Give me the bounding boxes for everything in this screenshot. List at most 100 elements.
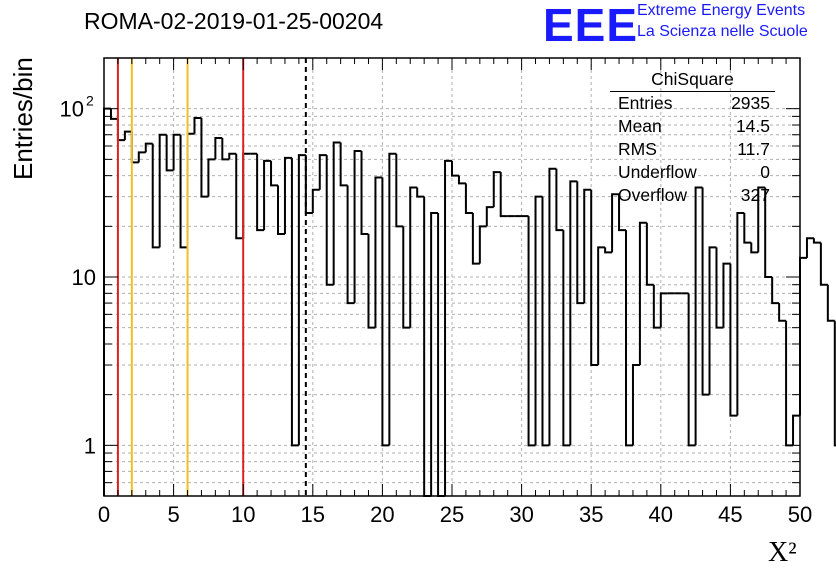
brand-tagline-2: La Scienza nelle Scuole (637, 23, 808, 40)
histogram-bin (631, 364, 640, 446)
histogram-bin (444, 159, 452, 496)
histogram-bin (785, 320, 794, 447)
histogram-bin (541, 196, 550, 447)
histogram-bin (771, 277, 780, 305)
histogram-bin (270, 160, 278, 187)
histogram-bin (381, 177, 390, 447)
histogram-bin (144, 142, 153, 153)
histogram-bin (492, 171, 501, 208)
histogram-bin (826, 284, 835, 322)
x-tick-label: 30 (509, 502, 533, 527)
histogram-bin (694, 186, 703, 446)
histogram-bin (534, 195, 543, 446)
histogram-bin (430, 212, 439, 496)
histogram-bin (555, 168, 564, 232)
histogram-bin (332, 141, 341, 285)
histogram-bin (478, 225, 487, 264)
histogram-bin (116, 118, 125, 142)
histogram-bin (457, 175, 466, 185)
histogram-bin (729, 263, 738, 417)
histogram-bin (499, 172, 508, 218)
histogram-bin (527, 216, 536, 447)
histogram-bin (290, 157, 299, 447)
histogram-bin (485, 206, 494, 227)
stats-row: Mean 14.5 (610, 115, 775, 138)
histogram-bin (604, 247, 613, 254)
histogram-bin (374, 176, 383, 328)
stats-value: 327 (740, 185, 770, 205)
stats-value: 11.7 (737, 139, 770, 159)
stats-row: Underflow 0 (610, 161, 775, 184)
stats-value: 0 (760, 162, 770, 182)
histogram-bin (346, 185, 355, 305)
stats-row: RMS 11.7 (610, 138, 775, 161)
histogram-bin (395, 153, 404, 228)
histogram-bin (722, 262, 731, 328)
stats-row: Overflow 327 (610, 184, 775, 207)
stats-label: RMS (618, 139, 657, 159)
histogram-bin (242, 152, 251, 239)
histogram-bin (750, 242, 759, 254)
histogram-bin (464, 183, 473, 214)
histogram-bin (471, 213, 480, 265)
histogram-bin (137, 151, 146, 163)
histogram-bin (569, 180, 578, 446)
histogram-bin (277, 185, 285, 236)
y-tick-exponent: 2 (86, 93, 94, 109)
histogram-bin (256, 153, 265, 232)
histogram-bin (645, 222, 654, 286)
histogram-bin (562, 230, 571, 447)
histogram-bin (388, 152, 397, 446)
histogram-bin (708, 246, 717, 395)
histogram-bin (283, 156, 292, 235)
stats-row: Entries 2935 (610, 92, 775, 115)
histogram-bin (214, 136, 223, 160)
histogram-bin (638, 221, 647, 366)
histogram-bin (304, 155, 313, 214)
histogram-bin (764, 187, 773, 278)
histogram-bin (833, 320, 836, 447)
histogram-bin (318, 154, 327, 190)
histogram-bin (109, 108, 118, 120)
y-tick-label: 10 (60, 97, 84, 122)
histogram-bin (367, 234, 376, 329)
x-tick-label: 15 (301, 502, 325, 527)
x-tick-label: 5 (167, 502, 179, 527)
histogram-bin (130, 131, 139, 164)
histogram-bin (339, 142, 348, 187)
x-tick-label: 50 (788, 502, 812, 527)
eee-logo: EEE (543, 0, 639, 51)
histogram-bin (103, 107, 111, 496)
histogram-bin (590, 189, 599, 367)
histogram-bin (812, 238, 821, 244)
histogram-bin (819, 242, 828, 286)
histogram-bin (805, 237, 814, 258)
histogram-bin (221, 137, 230, 161)
histogram-bin (416, 187, 425, 198)
histogram-bin (757, 186, 766, 253)
x-tick-label: 45 (718, 502, 742, 527)
x-tick-label: 20 (370, 502, 394, 527)
histogram-bin (625, 230, 633, 447)
histogram-bin (325, 155, 334, 286)
histogram-bin (353, 150, 362, 304)
histogram-bin (715, 247, 724, 329)
histogram-bin (652, 284, 661, 329)
histogram-bin (701, 187, 710, 396)
histogram-bin (437, 213, 446, 497)
histogram-bin (235, 153, 244, 240)
stats-label: Underflow (618, 162, 697, 182)
histogram-bin (618, 194, 626, 232)
histogram-bin (792, 414, 800, 446)
histogram-bin (451, 160, 459, 177)
histogram-bin (409, 186, 418, 328)
y-axis-label: Entries/bin (8, 57, 38, 180)
histogram-bin (151, 143, 160, 249)
histogram-bin (799, 256, 807, 416)
stats-value: 14.5 (735, 116, 770, 136)
stats-label: Entries (618, 93, 673, 113)
y-tick-label: 1 (84, 433, 96, 458)
histogram-bin (228, 152, 237, 160)
